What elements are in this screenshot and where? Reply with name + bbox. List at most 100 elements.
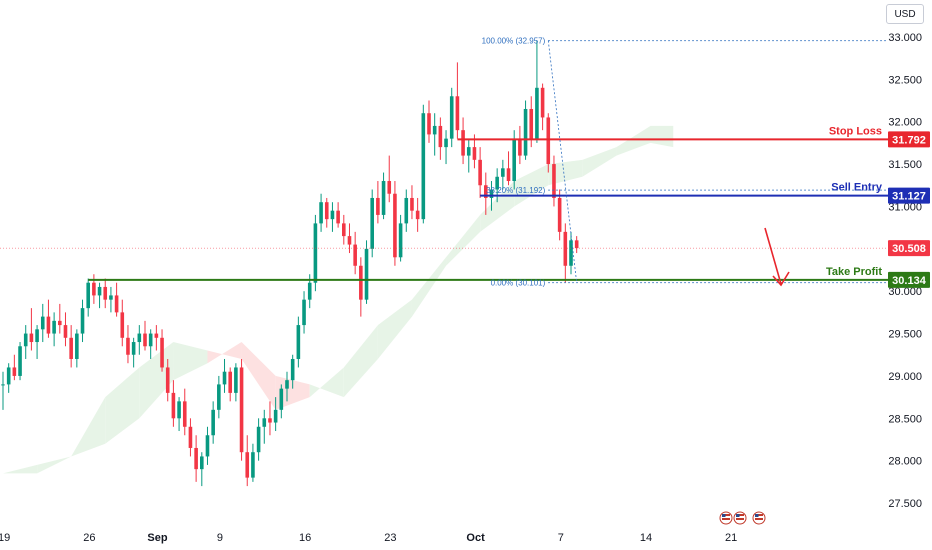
candle-body (40, 316, 45, 330)
candle-body (444, 138, 448, 148)
candle-body (529, 108, 534, 139)
candle-body (370, 197, 374, 249)
currency-button[interactable]: USD (886, 4, 924, 24)
fib-level-label: 38.20% (31.192) (486, 186, 545, 195)
candle-body (137, 333, 142, 343)
candle-body (404, 197, 409, 224)
candle-body (353, 244, 357, 266)
flag-stripe (755, 514, 763, 516)
candle-body (69, 337, 73, 359)
candle-body (523, 108, 528, 156)
candle-body (245, 452, 250, 478)
us-flag-icon[interactable] (733, 511, 747, 525)
cloud-segment (173, 342, 208, 381)
candle-body (398, 223, 403, 258)
candle-body (211, 409, 215, 436)
x-tick-label: Sep (147, 532, 167, 544)
candle-body (148, 333, 153, 347)
y-tick-label: 30.000 (888, 286, 922, 298)
cloud-segment (343, 325, 378, 398)
fibonacci-retracement: 100.00% (32.957) 38.20% (31.192) 0.00% (30… (482, 37, 888, 288)
candle-body (262, 418, 267, 427)
y-tick-label: 32.500 (888, 74, 922, 86)
candle-body (285, 380, 289, 389)
candle-body (92, 282, 96, 296)
candle-body (103, 286, 108, 300)
cloud-segment (37, 456, 72, 474)
candle-body (381, 181, 386, 215)
arrow-head (772, 271, 790, 287)
cloud-segment (411, 257, 447, 317)
cloud-segment (139, 342, 174, 419)
candle-body (489, 189, 494, 198)
candle-body (455, 96, 460, 131)
candle-body (18, 346, 22, 376)
candle-body (495, 176, 499, 190)
candle-body (234, 367, 238, 393)
us-flag-icon[interactable] (752, 511, 766, 525)
candle-body (393, 193, 397, 258)
cloud-segment (582, 147, 617, 177)
x-tick-label: 23 (384, 532, 396, 544)
candle-body (131, 342, 136, 355)
candle-body (307, 282, 312, 300)
economic-events[interactable] (719, 511, 766, 525)
cloud-segment (71, 397, 106, 457)
candle-body (63, 325, 68, 338)
x-tick-label: 21 (725, 532, 737, 544)
candle-body (574, 240, 579, 249)
candle-body (80, 308, 85, 334)
price-tag-label: 31.792 (892, 134, 926, 146)
y-tick-label: 31.500 (888, 159, 922, 171)
cloud-segment (616, 125, 651, 156)
x-tick-label: 9 (217, 532, 223, 544)
candle-body (205, 435, 210, 457)
candle-body (58, 320, 62, 326)
candle-body (410, 197, 414, 211)
candle-body (319, 202, 323, 224)
candle-body (432, 125, 437, 135)
cloud-segment (275, 375, 310, 410)
price-tag-label: 30.508 (892, 243, 926, 255)
x-tick-label: 14 (640, 532, 652, 544)
us-flag-icon[interactable] (719, 511, 733, 525)
y-tick-label: 31.000 (888, 201, 922, 213)
x-tick-label: 7 (558, 532, 564, 544)
candle-body (478, 159, 482, 186)
cloud-segment (309, 367, 344, 398)
y-tick-label: 29.500 (888, 329, 922, 341)
candle-body (75, 333, 79, 359)
flag-canton (755, 514, 759, 517)
x-tick-label: 19 (0, 532, 10, 544)
y-tick-label: 28.000 (888, 456, 922, 468)
candle-body (165, 367, 170, 393)
candle-body (194, 447, 198, 470)
candle-body (171, 392, 176, 419)
y-tick-label: 33.000 (888, 32, 922, 44)
candle-body (540, 87, 545, 118)
candle-body (501, 168, 505, 177)
candle-body (364, 248, 369, 300)
candle-body (302, 299, 306, 326)
candle-body (200, 456, 204, 470)
candle-body (290, 358, 295, 381)
candle-body (279, 388, 284, 410)
candle-body (12, 367, 17, 376)
candle-body (188, 426, 193, 448)
candle-body (472, 147, 477, 160)
cloud-segment (3, 464, 38, 474)
candle-body (518, 138, 522, 156)
y-tick-label: 27.500 (888, 498, 922, 510)
candle-body (6, 367, 11, 385)
candle-body (182, 401, 187, 427)
candle-body (512, 138, 516, 182)
candle-body (324, 202, 329, 220)
candle-body (313, 223, 318, 283)
candle-body (154, 333, 159, 338)
fib-trend-line (547, 40, 578, 283)
candle-body (563, 231, 568, 266)
candle-body (46, 316, 51, 334)
candle-body (557, 197, 562, 232)
candle-body (449, 96, 454, 139)
